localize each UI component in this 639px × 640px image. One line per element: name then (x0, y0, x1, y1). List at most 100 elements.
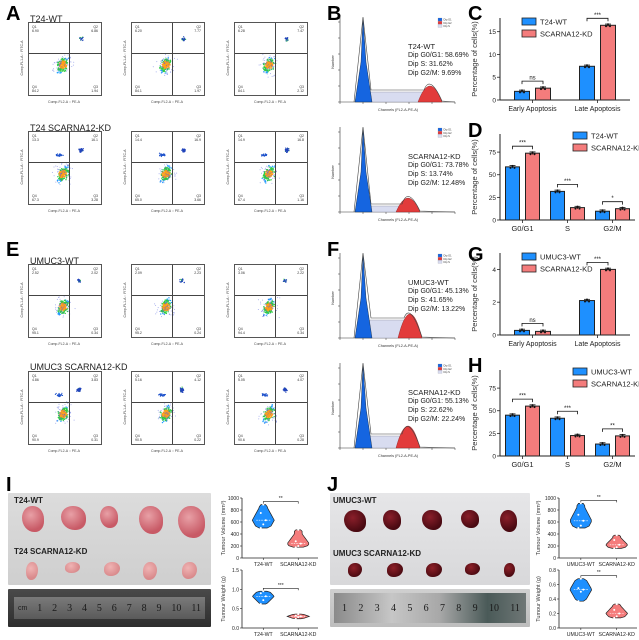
legend-label: Dip S (444, 370, 451, 374)
scatter-dot (272, 172, 274, 174)
scatter-dot (60, 60, 62, 62)
scatter-dot (63, 296, 65, 298)
scatter-dot (154, 303, 156, 305)
quadrant-label-q4: Q4 (135, 194, 140, 198)
legend-label: UMUC3-WT (591, 368, 632, 377)
scatter-dot (262, 309, 264, 311)
scatter-dot (63, 301, 66, 304)
scatter-dot (162, 419, 164, 421)
scatter-dot (263, 314, 265, 316)
scatter-dot (62, 300, 64, 302)
legend-swatch (437, 17, 443, 22)
scatter-dot (270, 62, 272, 64)
scatter-dot (58, 70, 60, 72)
scatter-dot (53, 70, 55, 72)
scatter-dot (165, 65, 167, 67)
scatter-dot (264, 181, 266, 183)
scatter-dot (268, 166, 271, 168)
scatter-dot (60, 62, 62, 64)
scatter-dot (182, 148, 184, 151)
scatter-dot (172, 70, 174, 72)
scatter-dot (61, 414, 63, 416)
x-axis-label: Comp-FL2-A :: PE-A (48, 100, 80, 104)
legend-swatch (437, 24, 443, 28)
legend-label: T24-WT (540, 18, 568, 27)
scatter-dot (59, 179, 61, 182)
scatter-dot (166, 405, 168, 407)
scatter-dot (264, 394, 266, 396)
scatter-dot (166, 170, 168, 172)
scatter-dot (264, 308, 266, 310)
scatter-dot (182, 150, 185, 153)
scatter-dot (272, 66, 274, 68)
data-point (615, 534, 618, 537)
data-point (615, 603, 618, 606)
scatter-dot (70, 176, 72, 178)
data-point (264, 519, 267, 522)
significance-bracket (580, 500, 618, 503)
scatter-dot (168, 407, 170, 409)
data-point (578, 207, 581, 210)
data-point (618, 612, 621, 615)
x-axis-label: Comp-FL2-A :: PE-A (254, 100, 286, 104)
scatter-dot (162, 180, 164, 182)
scatter-dot (268, 176, 270, 178)
scatter-dot (159, 69, 161, 71)
quadrant-label-q2: Q2 (93, 267, 98, 271)
scatter-dot (55, 422, 57, 424)
significance-label: *** (594, 13, 602, 19)
scatter-dot (266, 312, 268, 314)
scatter-dot (174, 172, 176, 174)
plot-frame: Q1 3.06 Q2 2.22 Q4 94.4 Q3 0.34 (234, 264, 308, 338)
scatter-dot (166, 60, 168, 62)
quadrant-gate-horizontal (132, 53, 204, 54)
scatter-dot (65, 409, 68, 411)
quadrant-value-q4: 90.9 (32, 438, 39, 442)
scatter-dot (265, 177, 267, 179)
quadrant-label-q1: Q1 (135, 134, 140, 138)
scatter-dot (164, 413, 166, 415)
scatter-dot (165, 56, 167, 58)
tumor-kd (426, 563, 442, 577)
scatter-dot (263, 172, 266, 175)
scatter-dot (167, 417, 169, 419)
scatter-dot (164, 168, 166, 170)
significance-label: ** (279, 496, 283, 502)
legend-swatch (521, 29, 537, 38)
y-tick-label: 400 (231, 532, 240, 538)
quadrant-value-q1: 3.06 (238, 271, 245, 275)
quadrant-label-q2: Q2 (299, 134, 304, 138)
legend-label: Dip G2 (444, 21, 453, 25)
data-point (576, 433, 579, 436)
scatter-dot (167, 301, 169, 303)
scatter-dot (179, 389, 182, 392)
scatter-dot (58, 312, 61, 314)
scatter-dot (163, 309, 165, 311)
scatter-dot (61, 309, 63, 311)
y-axis-label: Comp-FL1-A :: FITC-A (20, 149, 24, 185)
scatter-dot (66, 70, 68, 72)
scatter-dot (165, 72, 167, 74)
scatter-dot (160, 72, 163, 74)
scatter-dot (163, 178, 165, 180)
legend-label: Dip S (444, 260, 451, 264)
scatter-dot (66, 413, 68, 416)
bar-kd (615, 208, 630, 221)
y-tick-label: 15 (489, 29, 497, 36)
y-axis-label: Comp-FL1-A :: FITC-A (226, 282, 230, 318)
scatter-dot (59, 418, 61, 420)
x-tick-label: T24-WT (254, 562, 274, 568)
scatter-dot (268, 63, 270, 65)
scatter-dot (272, 67, 274, 69)
scatter-dot (163, 408, 166, 411)
scatter-dot (266, 168, 269, 171)
scatter-dot (267, 412, 269, 414)
scatter-dot (65, 414, 67, 416)
quadrant-value-q3: 3.66 (194, 198, 201, 202)
scatter-dot (160, 170, 162, 172)
scatter-dot (162, 306, 165, 308)
scatter-dot (264, 311, 267, 314)
scatter-dot (168, 168, 170, 170)
scatter-dot (55, 181, 57, 183)
scatter-dot (161, 309, 163, 311)
